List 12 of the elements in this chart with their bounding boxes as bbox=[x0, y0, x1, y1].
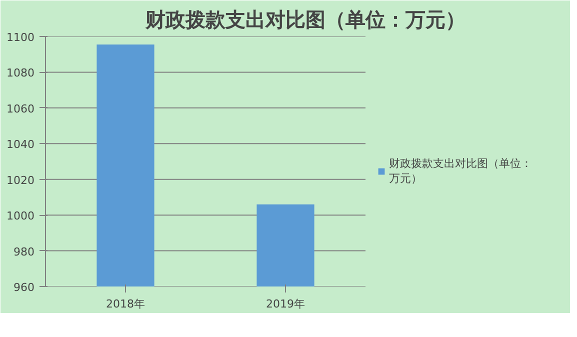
y-tick-label: 1100 bbox=[6, 31, 35, 44]
y-tick-label: 1000 bbox=[6, 210, 35, 223]
chart-title: 财政拨款支出对比图（单位：万元） bbox=[144, 8, 466, 32]
y-tick-label: 960 bbox=[14, 281, 35, 294]
y-tick-label: 1040 bbox=[6, 138, 35, 152]
legend-label: 财政拨款支出对比图（单位：万元） bbox=[389, 156, 532, 186]
y-tick-label: 1080 bbox=[6, 66, 35, 80]
x-tick-label: 2018年 bbox=[106, 298, 146, 310]
x-tick-label: 2019年 bbox=[266, 298, 306, 310]
y-tick-label: 1020 bbox=[6, 174, 35, 187]
y-tick-label: 1060 bbox=[6, 102, 35, 116]
y-tick-label: 980 bbox=[14, 245, 35, 258]
